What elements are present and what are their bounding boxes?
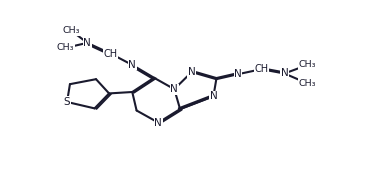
- Text: N: N: [171, 84, 178, 94]
- Text: N: N: [154, 118, 162, 128]
- Text: CH₃: CH₃: [62, 26, 80, 35]
- Text: N: N: [209, 91, 217, 101]
- Text: CH: CH: [104, 48, 117, 58]
- Text: N: N: [280, 68, 288, 78]
- Text: CH₃: CH₃: [57, 43, 74, 52]
- Text: S: S: [64, 97, 70, 107]
- Text: N: N: [128, 60, 136, 70]
- Text: N: N: [234, 69, 242, 79]
- Text: N: N: [188, 67, 196, 77]
- Text: CH₃: CH₃: [299, 60, 316, 69]
- Text: CH: CH: [254, 64, 268, 74]
- Text: CH₃: CH₃: [299, 79, 316, 88]
- Text: N: N: [83, 38, 91, 48]
